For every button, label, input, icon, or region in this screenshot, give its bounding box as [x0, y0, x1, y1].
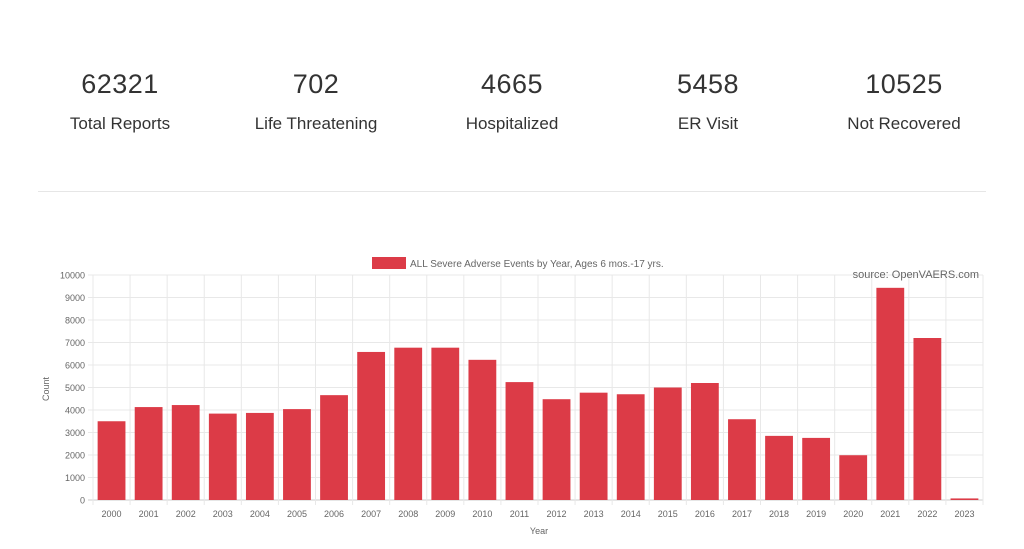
bar-2011[interactable]: [505, 382, 534, 500]
source-label: source: OpenVAERS.com: [853, 269, 979, 281]
y-tick-label: 3000: [65, 428, 85, 438]
bar-2023[interactable]: [950, 498, 979, 500]
y-tick-label: 7000: [65, 338, 85, 348]
stat-life-threatening: 702 Life Threatening: [216, 60, 416, 134]
x-tick-label: 2014: [621, 509, 641, 519]
stat-label: Hospitalized: [465, 114, 559, 133]
y-tick-label: 0: [80, 496, 85, 506]
legend-swatch: [372, 257, 406, 269]
stat-value: 62321: [81, 69, 159, 99]
bar-2013[interactable]: [579, 392, 608, 500]
stat-label: ER Visit: [677, 114, 739, 133]
x-tick-label: 2018: [769, 509, 789, 519]
stat-total-reports: 62321 Total Reports: [20, 60, 220, 134]
bar-2021[interactable]: [876, 287, 905, 500]
y-tick-label: 6000: [65, 361, 85, 371]
stat-label: Total Reports: [69, 114, 171, 133]
bar-2009[interactable]: [431, 347, 460, 500]
bar-2018[interactable]: [765, 435, 793, 500]
stat-value: 702: [292, 69, 340, 99]
x-tick-label: 2022: [917, 509, 937, 519]
bar-2015[interactable]: [653, 387, 682, 501]
divider: [38, 191, 986, 192]
x-tick-label: 2000: [102, 509, 122, 519]
bar-2003[interactable]: [208, 413, 237, 500]
bar-2014[interactable]: [616, 394, 645, 500]
y-axis-title: Count: [41, 377, 51, 402]
x-tick-label: 2005: [287, 509, 307, 519]
x-tick-label: 2001: [139, 509, 159, 519]
x-tick-label: 2015: [658, 509, 678, 519]
grid: [88, 274, 984, 505]
x-tick-label: 2023: [954, 509, 974, 519]
y-tick-label: 8000: [65, 316, 85, 326]
bar-2022[interactable]: [913, 338, 942, 500]
bar-chart: 0 1000 2000 3000 4000 5000 6000 7000 8000 9000 100…: [41, 257, 984, 536]
stat-label: Life Threatening: [254, 114, 378, 133]
legend[interactable]: ALL Severe Adverse Events by Year, Ages …: [372, 257, 664, 270]
x-tick-label: 2008: [398, 509, 418, 519]
bar-2002[interactable]: [171, 405, 200, 500]
y-tick-label: 10000: [60, 271, 85, 281]
x-tick-label: 2002: [176, 509, 196, 519]
x-tick-label: 2011: [510, 509, 529, 519]
bar-2001[interactable]: [134, 407, 163, 500]
x-tick-label: 2021: [880, 509, 900, 519]
x-tick-label: 2009: [435, 509, 455, 519]
stat-not-recovered: 10525 Not Recovered: [804, 60, 1004, 134]
x-tick-label: 2017: [732, 509, 752, 519]
y-tick-label: 2000: [65, 451, 85, 461]
y-tick-label: 9000: [65, 293, 85, 303]
stats-row: 62321 Total Reports 702 Life Threatening…: [20, 60, 1004, 150]
x-tick-label: 2007: [361, 509, 381, 519]
bar-2019[interactable]: [802, 437, 831, 500]
bar-2016[interactable]: [690, 383, 719, 500]
bar-2008[interactable]: [394, 347, 423, 500]
bar-2005[interactable]: [283, 409, 311, 500]
tick-labels: 0 1000 2000 3000 4000 5000 6000 7000 8000 9000 100…: [60, 271, 975, 520]
bar-2000[interactable]: [97, 421, 126, 500]
bar-2006[interactable]: [320, 395, 348, 500]
stat-value: 4665: [480, 69, 544, 99]
bar-2017[interactable]: [728, 419, 756, 500]
bar-2020[interactable]: [839, 455, 868, 500]
stat-label: Not Recovered: [847, 114, 961, 133]
bar-2012[interactable]: [542, 399, 571, 500]
y-tick-label: 4000: [65, 406, 85, 416]
x-tick-label: 2013: [584, 509, 604, 519]
x-tick-label: 2006: [324, 509, 344, 519]
x-tick-label: 2016: [695, 509, 715, 519]
x-tick-label: 2020: [843, 509, 863, 519]
x-tick-label: 2003: [213, 509, 233, 519]
stat-hospitalized: 4665 Hospitalized: [412, 60, 612, 134]
x-tick-label: 2012: [547, 509, 567, 519]
stat-value: 5458: [676, 69, 740, 99]
bar-2010[interactable]: [468, 359, 497, 500]
bar-2007[interactable]: [357, 351, 386, 500]
bars: [97, 287, 979, 501]
y-tick-label: 1000: [65, 473, 85, 483]
stat-er-visit: 5458 ER Visit: [608, 60, 808, 134]
legend-label: ALL Severe Adverse Events by Year, Ages …: [410, 259, 664, 270]
bar-2004[interactable]: [245, 412, 274, 500]
x-axis-title: Year: [530, 526, 548, 536]
x-tick-label: 2010: [472, 509, 492, 519]
y-tick-label: 5000: [65, 383, 85, 393]
x-tick-label: 2004: [250, 509, 270, 519]
stat-value: 10525: [865, 69, 943, 99]
x-tick-label: 2019: [806, 509, 826, 519]
